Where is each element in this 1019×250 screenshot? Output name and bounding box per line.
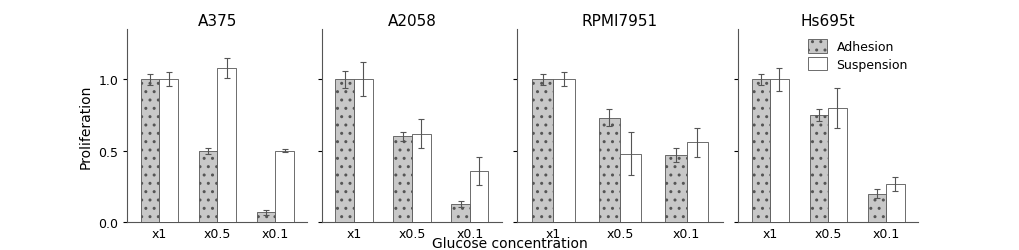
- Title: Hs695t: Hs695t: [800, 14, 855, 29]
- Bar: [335, 80, 354, 223]
- Bar: [598, 118, 620, 222]
- Bar: [451, 204, 470, 223]
- Title: A375: A375: [198, 14, 236, 29]
- Bar: [532, 80, 553, 223]
- Bar: [827, 108, 846, 222]
- Y-axis label: Proliferation: Proliferation: [78, 84, 93, 168]
- Legend: Adhesion, Suspension: Adhesion, Suspension: [803, 36, 911, 75]
- Bar: [664, 156, 686, 222]
- Bar: [769, 80, 788, 223]
- Bar: [867, 194, 886, 222]
- Bar: [686, 143, 707, 222]
- Title: RPMI7951: RPMI7951: [582, 14, 657, 29]
- Bar: [553, 80, 574, 223]
- Bar: [257, 212, 275, 222]
- Bar: [412, 134, 430, 222]
- Bar: [275, 151, 293, 222]
- Text: Glucose concentration: Glucose concentration: [432, 236, 587, 250]
- Bar: [217, 68, 235, 222]
- Bar: [159, 80, 177, 223]
- Bar: [886, 184, 904, 222]
- Bar: [393, 137, 412, 222]
- Bar: [620, 154, 641, 222]
- Bar: [199, 151, 217, 222]
- Bar: [354, 80, 372, 223]
- Bar: [470, 171, 488, 222]
- Title: A2058: A2058: [387, 14, 436, 29]
- Bar: [809, 116, 827, 222]
- Bar: [141, 80, 159, 223]
- Bar: [751, 80, 769, 223]
